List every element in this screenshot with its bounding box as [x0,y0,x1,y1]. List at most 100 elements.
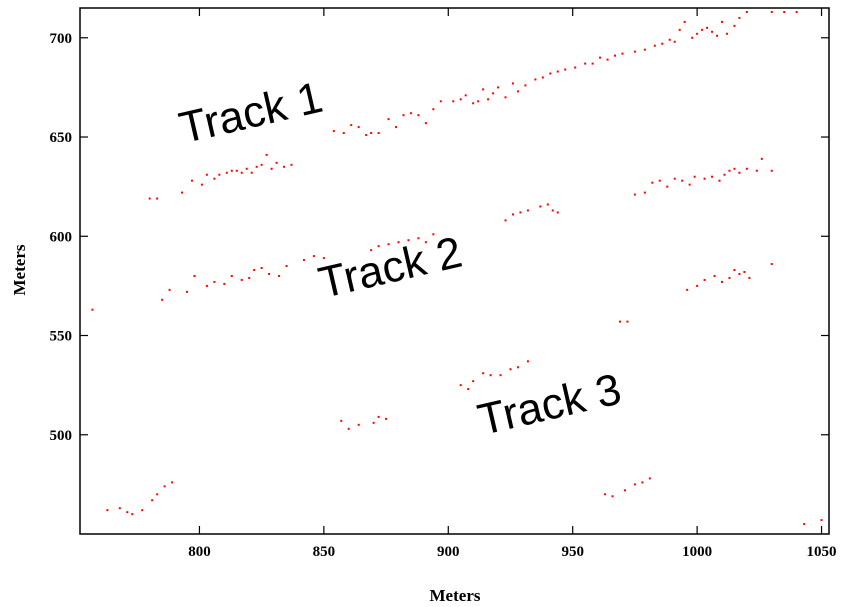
data-point [439,100,442,103]
data-point [171,481,174,484]
data-point [357,423,360,426]
data-point [606,58,609,61]
data-point [464,94,467,97]
data-point [703,177,706,180]
data-point [591,62,594,65]
y-tick-label: 700 [50,31,73,47]
y-tick-label: 500 [50,428,73,444]
data-point [487,98,490,101]
data-point [623,489,626,492]
data-point [599,56,602,59]
data-point [653,44,656,47]
data-point [509,368,512,371]
y-axis-title: Meters [10,244,29,295]
data-point [688,183,691,186]
data-point [703,278,706,281]
data-point [541,76,544,79]
data-point [661,42,664,45]
data-point [643,48,646,51]
data-point [733,24,736,27]
data-point [723,173,726,176]
data-point [482,88,485,91]
data-point [370,249,373,252]
x-tick-label: 800 [188,544,211,560]
data-point [205,173,208,176]
data-point [504,219,507,222]
data-point [604,493,607,496]
data-point [551,209,554,212]
data-point [666,185,669,188]
data-point [126,511,129,514]
data-point [748,276,751,279]
data-point [218,173,221,176]
data-point [193,274,196,277]
data-point [235,169,238,172]
data-point [713,274,716,277]
data-point [633,50,636,53]
data-point [255,165,258,168]
data-point [250,171,253,174]
data-point [409,112,412,115]
data-point [322,257,325,260]
data-point [205,284,208,287]
data-point [278,274,281,277]
data-point [499,374,502,377]
data-point [290,163,293,166]
x-tick-label: 850 [313,544,336,560]
data-point [626,320,629,323]
data-point [621,52,624,55]
data-point [200,183,203,186]
data-point [673,40,676,43]
data-point [168,288,171,291]
data-point [721,280,723,283]
data-point [141,509,144,512]
data-point [668,38,671,41]
data-point [526,360,529,363]
data-point [770,10,773,13]
data-point [711,30,714,33]
data-point [511,82,514,85]
y-tick-label: 600 [50,229,73,245]
data-point [678,28,681,31]
track-label: Track 2 [314,228,466,308]
data-point [745,167,748,170]
data-point [223,282,226,285]
data-point [213,280,216,283]
data-point [432,108,435,111]
data-point [407,239,410,242]
data-point [302,259,305,262]
data-point [641,481,644,484]
data-point [260,163,263,166]
data-point [91,308,94,311]
data-point [213,177,216,180]
data-points [91,10,823,526]
data-point [633,483,636,486]
data-point [556,70,559,73]
data-point [332,130,335,133]
data-point [417,237,420,240]
data-point [728,276,731,279]
data-point [497,86,500,89]
data-point [686,288,689,291]
data-point [511,213,514,216]
data-point [711,175,714,178]
data-point [504,96,507,99]
plot-area-frame [79,7,830,535]
data-point [691,36,694,39]
data-point [738,171,741,174]
data-point [467,388,470,391]
data-point [432,233,435,236]
data-point [131,513,134,516]
data-point [268,272,271,275]
data-point [402,114,405,117]
data-point [618,320,621,323]
x-tick-label: 1050 [807,544,837,560]
data-point [283,165,286,168]
data-point [743,270,746,273]
data-point [385,417,388,420]
x-axis-title: Meters [430,586,481,605]
data-point [728,169,731,172]
data-point [633,193,636,196]
data-point [643,191,646,194]
